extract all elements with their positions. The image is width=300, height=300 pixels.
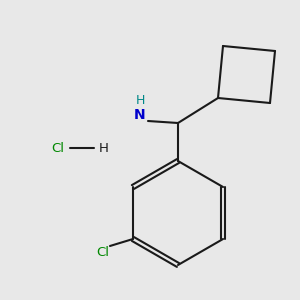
Text: Cl: Cl — [52, 142, 64, 154]
Text: H: H — [99, 142, 109, 154]
Text: N: N — [134, 108, 146, 122]
Text: H: H — [135, 94, 145, 107]
Text: Cl: Cl — [97, 247, 110, 260]
